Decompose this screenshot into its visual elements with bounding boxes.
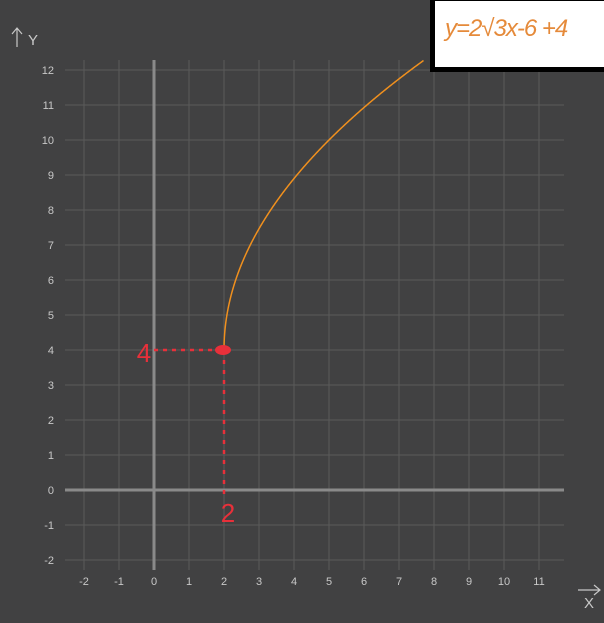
y-tick-label: 12 <box>42 65 54 77</box>
y-tick-label: 2 <box>48 415 54 427</box>
x-tick-label: 11 <box>533 576 544 588</box>
y-tick-label: 11 <box>43 100 54 112</box>
x-tick-label: 1 <box>186 576 192 588</box>
y-tick-label: 8 <box>48 205 54 217</box>
x-tick-label: 2 <box>221 576 227 588</box>
x-tick-label: -1 <box>114 576 124 588</box>
y-tick-label: 5 <box>48 310 54 322</box>
y-tick-label: 0 <box>48 485 54 497</box>
function-curve <box>223 59 424 350</box>
y-tick-label: 9 <box>48 170 54 182</box>
y-tick-label: 4 <box>48 345 54 357</box>
y-arrow-icon <box>11 27 23 47</box>
x-tick-label: 8 <box>431 576 437 588</box>
y-tick-label: 3 <box>48 380 54 392</box>
y-tick-label: 7 <box>48 240 54 252</box>
y-tick-label: 6 <box>48 275 54 287</box>
equation-note: y=2√3x-6 +4 <box>430 0 604 72</box>
y-tick-label: -1 <box>44 520 54 532</box>
x-tick-label: 5 <box>326 576 332 588</box>
y-tick-label: -2 <box>44 555 54 567</box>
y-tick-label: 10 <box>42 135 54 147</box>
x-mark-label: 2 <box>221 498 235 528</box>
x-axis-label: X <box>584 595 594 612</box>
x-tick-label: -2 <box>79 576 89 588</box>
vertex-point <box>215 345 231 355</box>
x-tick-label: 0 <box>151 576 157 588</box>
x-arrow-icon <box>578 584 601 596</box>
x-tick-label: 10 <box>498 576 510 588</box>
equation-text: y=2√3x-6 +4 <box>445 15 568 42</box>
x-tick-label: 7 <box>396 576 402 588</box>
y-axis-label: Y <box>28 32 38 49</box>
x-tick-label: 9 <box>466 576 472 588</box>
y-tick-label: 1 <box>48 450 54 462</box>
y-mark-label: 4 <box>137 338 151 368</box>
x-tick-label: 3 <box>256 576 262 588</box>
x-tick-label: 6 <box>361 576 367 588</box>
x-tick-label: 4 <box>291 576 297 588</box>
